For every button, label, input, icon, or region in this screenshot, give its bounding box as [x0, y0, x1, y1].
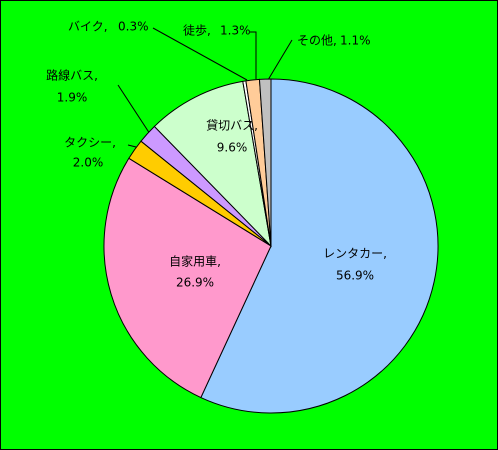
value-label: 26.9%	[176, 276, 214, 290]
leader-line	[152, 27, 248, 81]
value-label: 0.3%	[118, 20, 149, 34]
value-label: 1.3%	[220, 24, 251, 38]
slice-label: 貸切バス,	[206, 118, 258, 133]
pie-slice	[258, 78, 272, 247]
value-label: 1.9%	[57, 91, 88, 105]
leader-line	[117, 84, 151, 135]
slice-label: レンタカー,	[323, 247, 387, 261]
slice-label: バイク,	[68, 20, 108, 34]
pie-slice	[200, 78, 439, 414]
value-label: 9.6%	[217, 141, 248, 155]
value-label: 1.1%	[340, 34, 371, 48]
pie-slice	[103, 157, 272, 399]
value-label: 56.9%	[336, 269, 374, 283]
slice-label: 自家用車,	[169, 254, 221, 269]
slice-label: 路線バス,	[46, 68, 98, 83]
slice-label: タクシー,	[64, 136, 116, 150]
value-label: 2.0%	[73, 156, 104, 170]
leader-line	[267, 39, 293, 81]
pie-slice	[153, 80, 272, 248]
leader-line	[250, 31, 257, 79]
slice-label: 徒歩,	[183, 23, 211, 38]
slice-label: その他,	[297, 34, 337, 48]
